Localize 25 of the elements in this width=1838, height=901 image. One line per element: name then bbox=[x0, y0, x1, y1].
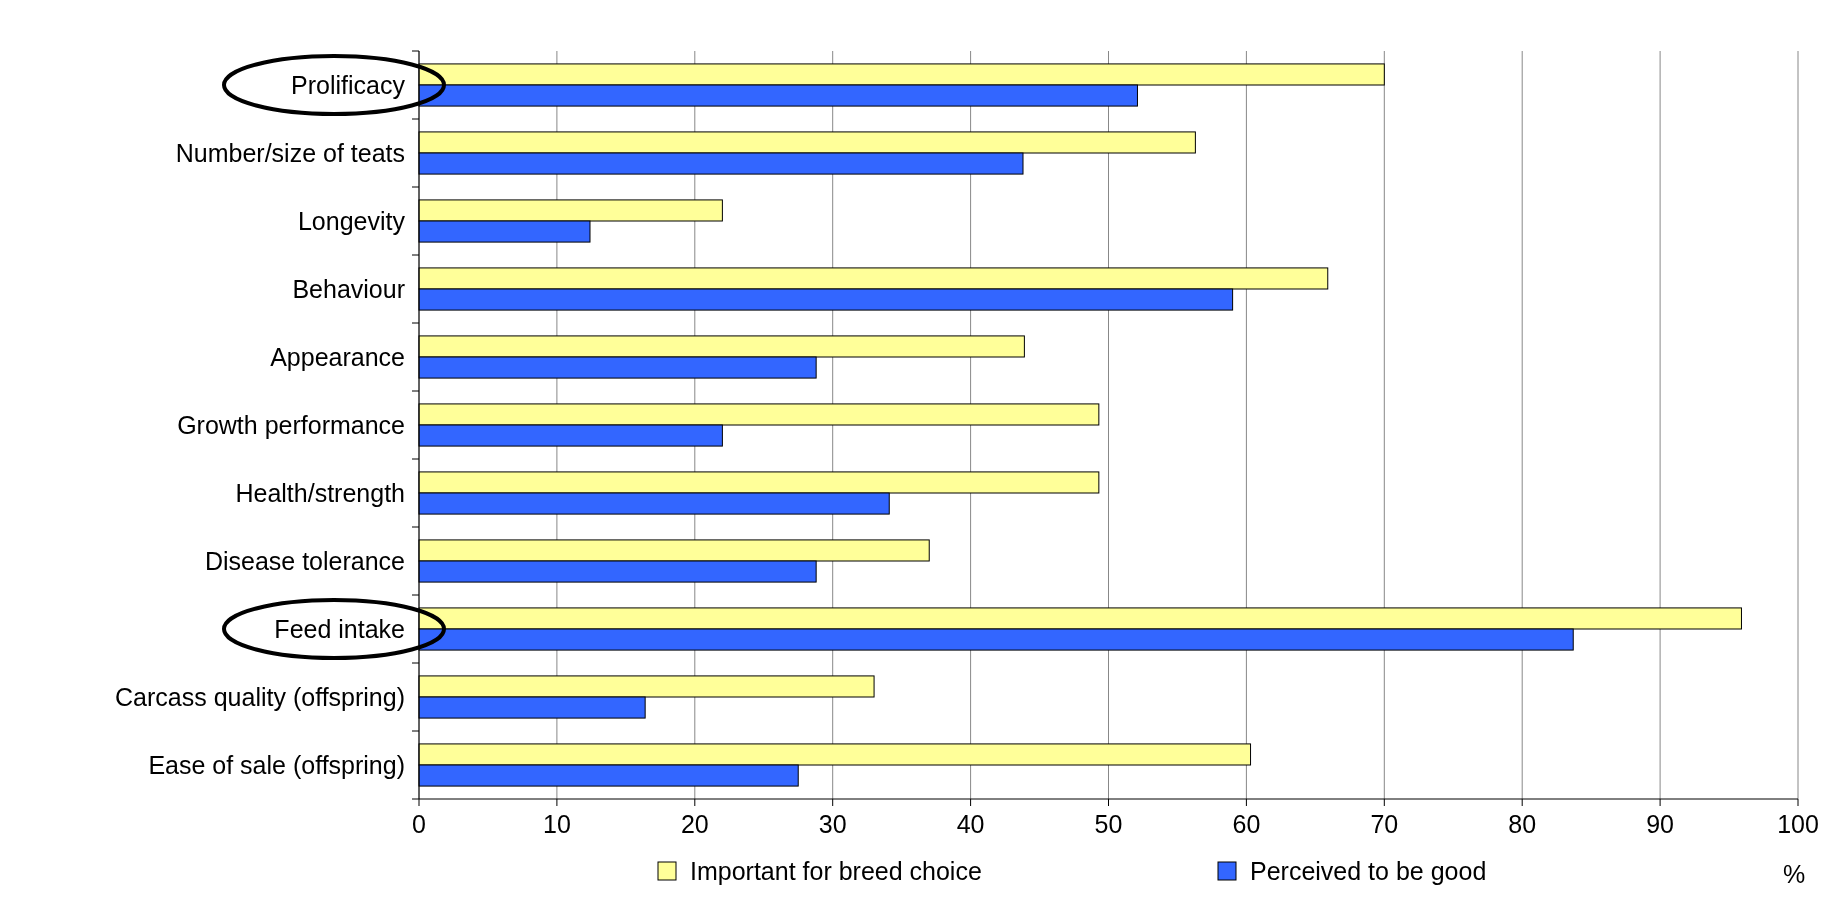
y-tick-label: Ease of sale (offspring) bbox=[148, 751, 405, 779]
y-tick-label: Carcass quality (offspring) bbox=[115, 683, 405, 711]
x-tick-label: 30 bbox=[818, 810, 847, 838]
y-tick-label: Prolificacy bbox=[291, 71, 406, 99]
x-tick-label: 70 bbox=[1370, 810, 1399, 838]
y-tick-label: Behaviour bbox=[292, 275, 405, 303]
x-tick-label: 80 bbox=[1508, 810, 1537, 838]
legend-label: Perceived to be good bbox=[1250, 857, 1487, 885]
x-tick-label: 60 bbox=[1232, 810, 1261, 838]
x-tick-label: 100 bbox=[1777, 810, 1819, 838]
y-tick-label: Longevity bbox=[297, 207, 406, 235]
x-axis-title: % bbox=[1782, 860, 1806, 888]
y-tick-label: Growth performance bbox=[177, 411, 405, 439]
y-tick-label: Disease tolerance bbox=[204, 547, 405, 575]
y-tick-label: Feed intake bbox=[274, 615, 405, 643]
y-tick-label: Appearance bbox=[270, 343, 405, 371]
legend-label: Important for breed choice bbox=[690, 857, 982, 885]
x-tick-label: 10 bbox=[542, 810, 571, 838]
y-tick-label: Health/strength bbox=[235, 479, 405, 507]
x-tick-label: 20 bbox=[680, 810, 709, 838]
y-tick-label: Number/size of teats bbox=[175, 139, 405, 167]
x-tick-label: 40 bbox=[956, 810, 985, 838]
x-tick-label: 0 bbox=[412, 810, 426, 838]
x-tick-label: 50 bbox=[1094, 810, 1123, 838]
x-tick-label: 90 bbox=[1646, 810, 1675, 838]
